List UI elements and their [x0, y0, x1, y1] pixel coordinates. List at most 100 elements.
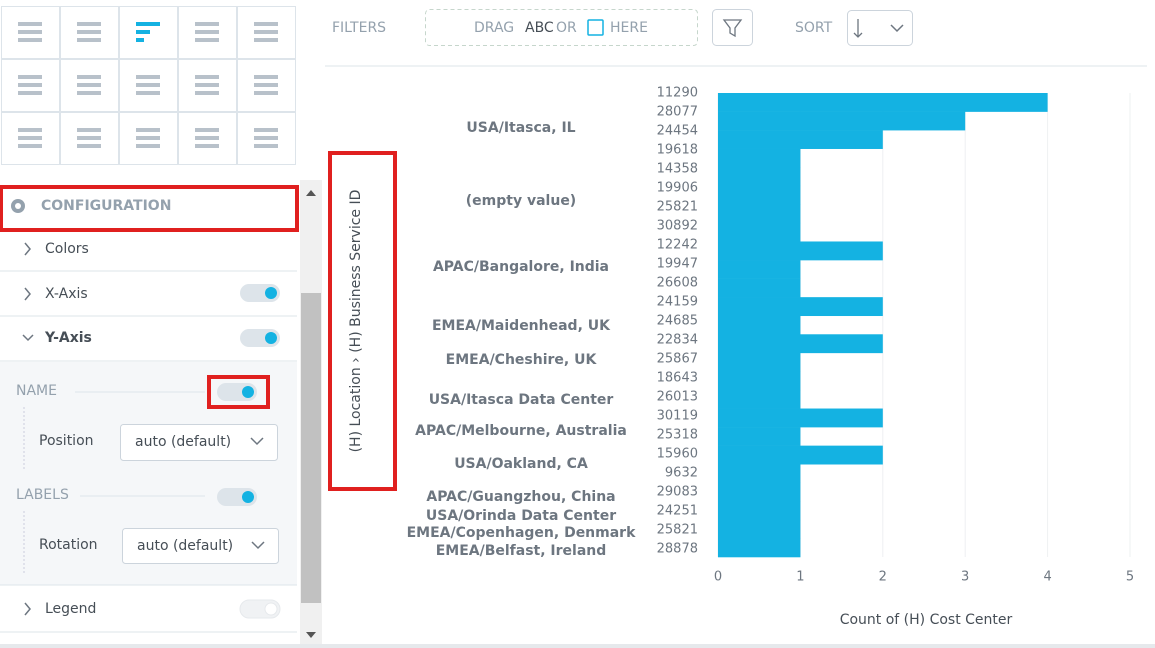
chevron — [251, 541, 265, 550]
category-label: 26013 — [657, 390, 698, 405]
chart-type-glyph — [136, 22, 160, 26]
y-axis-title: (H) Location › (H) Business Service ID — [348, 190, 364, 453]
chart-type-glyph — [136, 75, 160, 79]
chart-type-glyph — [18, 38, 42, 42]
category-label: 24454 — [657, 124, 698, 139]
sort-icon — [853, 19, 863, 38]
toggle — [239, 599, 281, 619]
gear-hole — [15, 203, 21, 209]
category-label: 14358 — [657, 162, 698, 177]
bar — [718, 352, 801, 372]
chart-type-glyph — [77, 83, 101, 87]
sort-label: SORT — [795, 20, 833, 36]
chart-type-glyph — [195, 128, 219, 132]
chart-type-glyph — [195, 38, 219, 42]
category-label: 19906 — [657, 181, 698, 196]
drag-text: DRAG — [474, 20, 514, 36]
bar — [718, 204, 801, 224]
config-header[interactable] — [0, 188, 297, 231]
chart-type-glyph — [18, 30, 42, 34]
group-label: USA/Itasca, IL — [466, 120, 575, 136]
bar — [718, 334, 883, 354]
position-label: Position — [39, 433, 94, 449]
chart-type-glyph — [136, 136, 160, 140]
chart-type-glyph — [136, 30, 150, 34]
config-title: CONFIGURATION — [41, 198, 171, 214]
drop-zone[interactable] — [425, 9, 698, 46]
chevron — [890, 24, 904, 33]
chart-type-glyph — [77, 75, 101, 79]
chart-type-glyph — [77, 128, 101, 132]
category-label: 25318 — [657, 428, 698, 443]
chart-type-glyph — [254, 75, 278, 79]
group-label: EMEA/Maidenhead, UK — [432, 318, 611, 334]
bar — [718, 241, 883, 261]
bar — [718, 408, 883, 428]
bar — [718, 482, 801, 502]
toggle[interactable] — [240, 284, 280, 302]
toggle[interactable] — [217, 383, 257, 401]
bar — [718, 111, 966, 131]
name-label: NAME — [16, 383, 57, 399]
bar — [718, 538, 801, 558]
chart-type-glyph — [195, 30, 219, 34]
group-label: USA/Itasca Data Center — [429, 392, 614, 408]
bar — [718, 371, 801, 391]
chart-type-glyph — [195, 136, 219, 140]
here-text: HERE — [610, 20, 648, 36]
chart-type-glyph — [77, 30, 101, 34]
highlight-box — [207, 375, 270, 409]
x-tick-label: 5 — [1126, 570, 1134, 585]
scroll-thumb[interactable] — [301, 293, 321, 603]
section-colors[interactable]: Colors — [45, 241, 89, 257]
chart-type-glyph — [254, 144, 278, 148]
category-label: 24251 — [657, 504, 698, 519]
category-label: 24685 — [657, 314, 698, 329]
chart-type-glyph — [195, 91, 219, 95]
chart-type-glyph — [254, 91, 278, 95]
category-label: 19947 — [657, 257, 698, 272]
bar — [718, 260, 801, 279]
scroll-up[interactable] — [306, 190, 316, 196]
group-label: EMEA/Cheshire, UK — [446, 352, 598, 368]
chart-type-glyph — [195, 75, 219, 79]
section-y-axis[interactable]: Y-Axis — [44, 330, 92, 346]
chart-type-glyph — [77, 38, 101, 42]
section-x-axis[interactable]: X-Axis — [45, 286, 88, 302]
category-label: 22834 — [657, 333, 698, 348]
chart-type-glyph — [136, 128, 160, 132]
filters-label: FILTERS — [332, 20, 386, 36]
chart-type-glyph — [18, 128, 42, 132]
bar — [718, 130, 883, 149]
toggle[interactable] — [240, 329, 280, 347]
chart-type-glyph — [18, 136, 42, 140]
chart-type-glyph — [195, 83, 219, 87]
category-label: 29083 — [657, 485, 698, 500]
chart-type-glyph — [18, 144, 42, 148]
chart-type-glyph — [254, 22, 278, 26]
attribute-icon: ABC — [525, 20, 554, 36]
position-dropdown[interactable] — [120, 424, 278, 461]
section-legend[interactable]: Legend — [45, 601, 96, 617]
group-label: USA/Oakland, CA — [454, 456, 588, 472]
filter-button[interactable] — [712, 9, 753, 46]
chart-type-glyph — [254, 136, 278, 140]
toggle[interactable] — [217, 488, 257, 506]
funnel-icon — [722, 19, 743, 38]
chevron — [24, 602, 31, 616]
bar — [718, 389, 801, 409]
group-label: APAC/Melbourne, Australia — [415, 423, 627, 439]
category-label: 28878 — [657, 542, 698, 557]
bar — [718, 519, 801, 539]
chart-type-glyph — [136, 38, 144, 42]
scroll-down[interactable] — [306, 632, 316, 638]
category-label: 25821 — [657, 200, 698, 215]
category-label: 30119 — [657, 409, 698, 424]
chart-type-glyph — [254, 83, 278, 87]
x-axis-title: Count of (H) Cost Center — [840, 612, 1013, 628]
chevron — [24, 242, 31, 256]
rotation-dropdown[interactable] — [122, 528, 279, 564]
group-label: EMEA/Belfast, Ireland — [436, 543, 607, 559]
bar — [718, 427, 801, 446]
sort-button[interactable] — [847, 10, 913, 46]
